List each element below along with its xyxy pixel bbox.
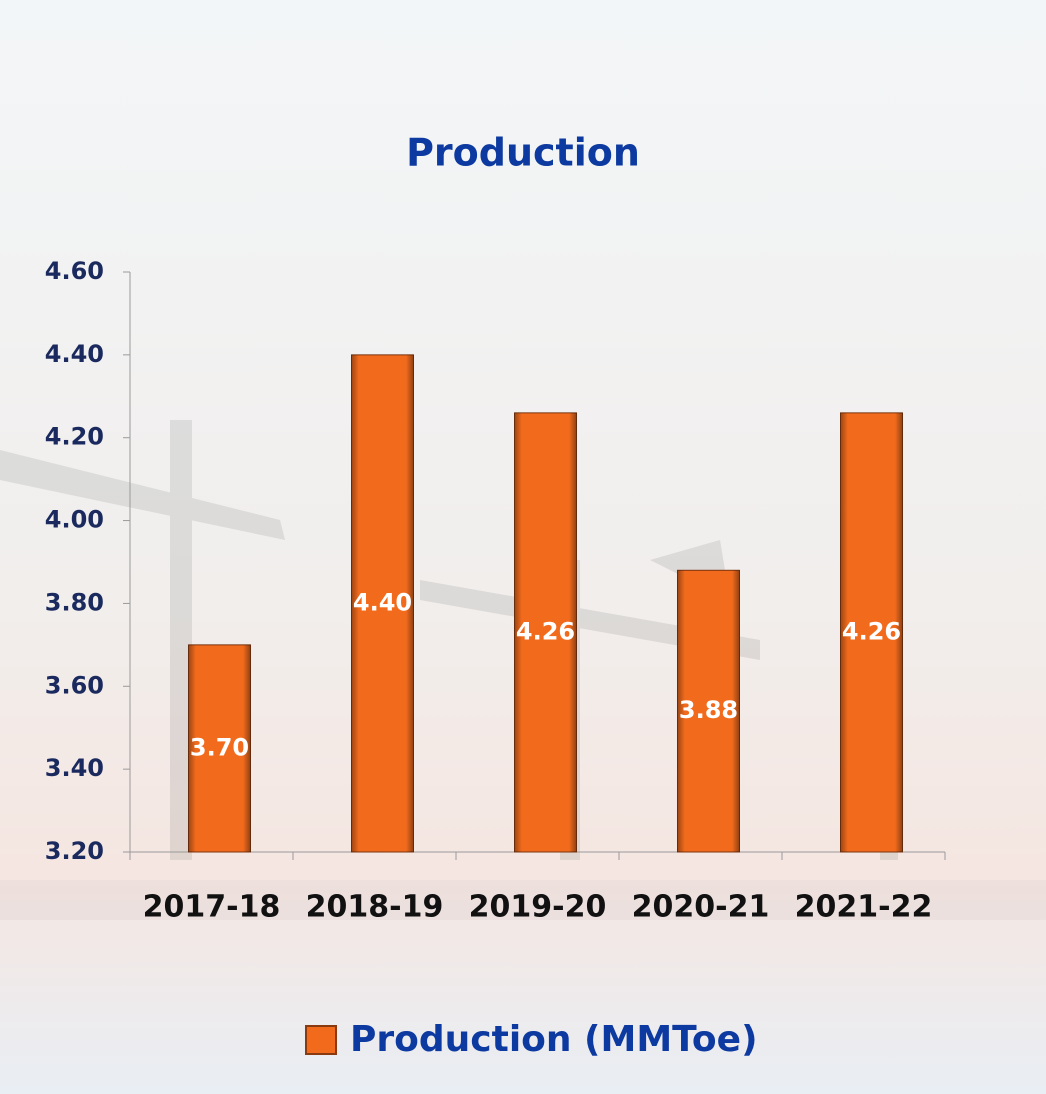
data-label: 4.26 (842, 617, 901, 645)
data-label: 3.70 (190, 733, 249, 761)
x-tick-label: 2017-18 (143, 890, 281, 925)
data-label: 3.88 (679, 696, 738, 724)
y-tick-label: 4.60 (45, 257, 104, 285)
legend-swatch (306, 1026, 336, 1054)
legend-label: Production (MMToe) (350, 1019, 758, 1060)
y-tick-label: 4.20 (45, 423, 104, 451)
y-tick-label: 3.80 (45, 588, 104, 616)
y-tick-label: 3.40 (45, 754, 104, 782)
chart: Production Production (MMToe) 3.20 3.40 3.… (0, 0, 1046, 1094)
y-tick-label: 3.20 (45, 837, 104, 865)
data-label: 4.40 (353, 588, 412, 616)
page: Production Production (MMToe) 3.20 3.40 3.… (0, 0, 1046, 1094)
chart-title: Production (406, 131, 640, 175)
y-tick-label: 4.40 (45, 340, 104, 368)
y-tick-label: 4.00 (45, 506, 104, 534)
data-label: 4.26 (516, 617, 575, 645)
x-tick-label: 2020-21 (632, 890, 770, 925)
x-tick-label: 2018-19 (306, 890, 444, 925)
y-tick-label: 3.60 (45, 671, 104, 699)
x-tick-label: 2021-22 (795, 890, 933, 925)
x-tick-label: 2019-20 (469, 890, 607, 925)
